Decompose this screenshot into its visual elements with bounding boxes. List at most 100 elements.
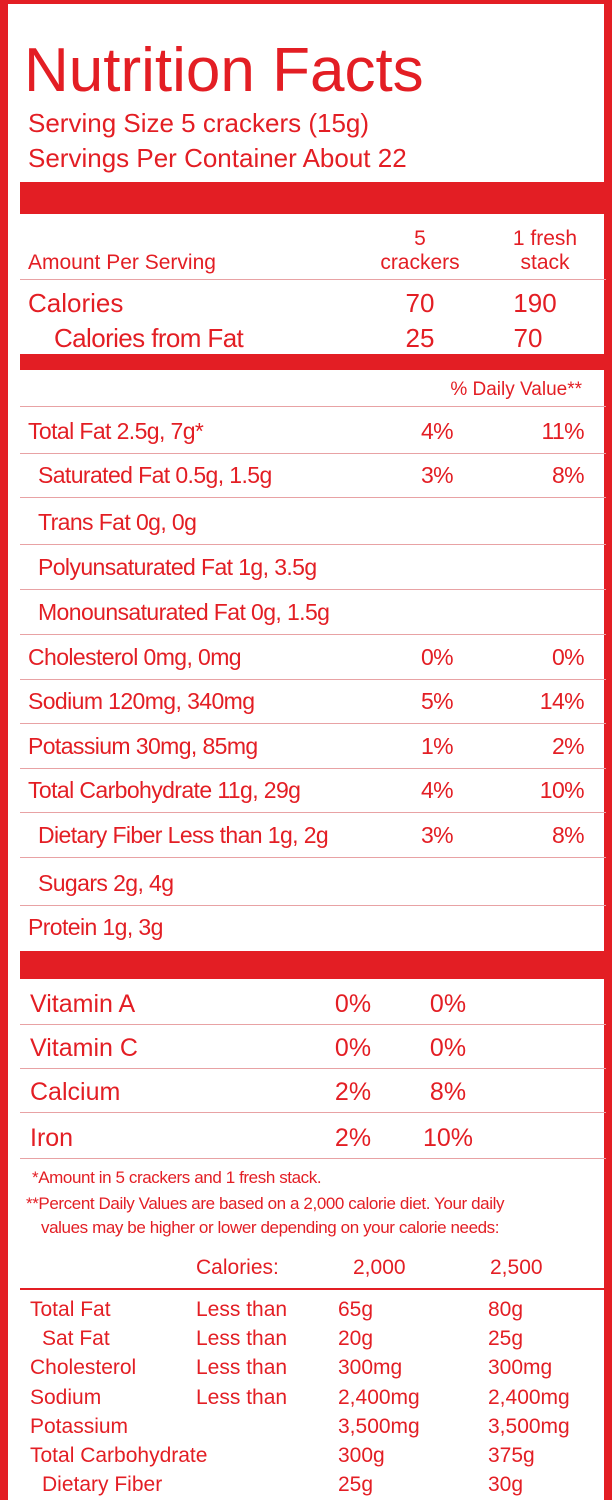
dv-row-2000: 3,500mg: [338, 1415, 420, 1438]
dv-calories-2000: 2,000: [353, 1256, 406, 1279]
dv-row-label: Sat Fat: [42, 1327, 110, 1350]
dv-row-label: Total Fat: [30, 1298, 111, 1321]
nutrient-row-rule: [20, 453, 606, 454]
dv-row-2500: 80g: [488, 1298, 524, 1321]
dv-row-2500: 300mg: [488, 1356, 553, 1379]
nutrient-row-rule: [20, 768, 606, 769]
vitamin-dv-col2: 10%: [422, 1124, 474, 1152]
dv-row-label: Potassium: [30, 1415, 129, 1438]
nutrient-row-rule: [20, 905, 606, 906]
nutrient-dv-col1: 5%: [420, 688, 454, 714]
vitamin-row-rule: [20, 1112, 606, 1113]
vitamin-row-rule: [20, 1024, 606, 1025]
nutrient-dv-col2: 2%: [551, 733, 585, 759]
dv-row-2500: 3,500mg: [488, 1415, 570, 1438]
vitamin-dv-col2: 0%: [429, 990, 467, 1018]
nutrient-label: Sodium 120mg, 340mg: [28, 688, 255, 714]
col2-header-line1: 1 fresh: [512, 227, 578, 250]
nutrient-dv-col1: 4%: [420, 777, 454, 803]
serving-size: Serving Size 5 crackers (15g): [28, 108, 370, 138]
dv-calories-2500: 2,500: [490, 1256, 543, 1279]
label-title: Nutrition Facts: [24, 36, 424, 105]
dv-row-2000: 20g: [338, 1327, 374, 1350]
vitamin-label: Vitamin C: [30, 1034, 138, 1062]
vitamin-label: Iron: [30, 1124, 74, 1152]
vitamin-row-rule: [20, 1158, 606, 1159]
calories-label: Calories: [28, 288, 124, 318]
nutrient-dv-col2: 10%: [539, 777, 585, 803]
dv-row-label: Total Carbohydrate: [30, 1444, 208, 1467]
dv-row-2000: 25g: [338, 1473, 374, 1496]
servings-per-container: Servings Per Container About 22: [28, 143, 407, 173]
nutrient-label: Trans Fat 0g, 0g: [38, 509, 197, 535]
nutrient-label: Total Fat 2.5g, 7g*: [28, 418, 204, 444]
dv-row-2000: 300g: [338, 1444, 385, 1467]
vitamin-dv-col1: 2%: [334, 1078, 372, 1106]
dv-row-2500: 375g: [488, 1444, 535, 1467]
dv-row-2000: 300mg: [338, 1356, 403, 1379]
nutrient-label: Protein 1g, 3g: [28, 914, 163, 940]
nutrient-row-rule: [20, 679, 606, 680]
daily-value-header: % Daily Value**: [450, 379, 582, 400]
nutrient-row-rule: [20, 589, 606, 590]
amount-per-serving: Amount Per Serving: [28, 251, 216, 274]
dv-row-2000: 65g: [338, 1298, 374, 1321]
calories-col2: 190: [513, 288, 557, 318]
dv-row-label: Cholesterol: [30, 1356, 137, 1379]
nutrient-dv-col2: 11%: [541, 418, 584, 444]
nutrient-dv-col1: 1%: [420, 733, 454, 759]
dv-row-qualifier: Less than: [196, 1386, 288, 1409]
nutrient-dv-col2: 0%: [551, 644, 585, 670]
vitamin-dv-col1: 0%: [334, 1034, 372, 1062]
col1-header-line1: 5: [414, 227, 426, 250]
nutrient-label: Monounsaturated Fat 0g, 1.5g: [38, 599, 330, 625]
vitamin-row-rule: [20, 1068, 606, 1069]
vitamin-dv-col2: 8%: [429, 1078, 467, 1106]
calories-col1: 70: [405, 288, 435, 318]
nutrient-row-rule: [20, 634, 606, 635]
nutrient-label: Dietary Fiber Less than 1g, 2g: [38, 822, 329, 848]
nutrient-row-rule: [20, 812, 606, 813]
dv-row-label: Sodium: [30, 1386, 102, 1409]
nutrient-row-rule: [20, 497, 606, 498]
nutrient-dv-col1: 3%: [420, 462, 454, 488]
nutrient-dv-col2: 14%: [539, 688, 585, 714]
footnote-dv-line2: values may be higher or lower depending …: [41, 1218, 500, 1237]
nutrient-label: Sugars 2g, 4g: [38, 870, 174, 896]
dv-row-qualifier: Less than: [196, 1298, 288, 1321]
header-rule: [20, 279, 606, 280]
nutrient-dv-col1: 3%: [420, 822, 454, 848]
dv-header-rule: [20, 406, 606, 407]
dv-row-qualifier: Less than: [196, 1356, 288, 1379]
calories-from-fat-col2: 70: [513, 323, 543, 353]
footnote-amount: *Amount in 5 crackers and 1 fresh stack.: [32, 1168, 322, 1187]
dv-row-qualifier: Less than: [196, 1327, 288, 1350]
dv-calories-label: Calories:: [196, 1256, 279, 1279]
vitamin-dv-col1: 2%: [334, 1124, 372, 1152]
nutrient-label: Total Carbohydrate 11g, 29g: [28, 777, 301, 803]
nutrient-label: Potassium 30mg, 85mg: [28, 733, 258, 759]
thick-divider-top: [20, 182, 606, 214]
vitamin-label: Vitamin A: [30, 990, 136, 1018]
thick-divider-vitamins: [20, 951, 606, 979]
nutrient-row-rule: [20, 544, 606, 545]
col1-header-line2: crackers: [380, 251, 460, 274]
nutrient-dv-col2: 8%: [551, 462, 585, 488]
nutrient-label: Saturated Fat 0.5g, 1.5g: [38, 462, 272, 488]
calories-from-fat-label: Calories from Fat: [54, 323, 244, 353]
medium-divider: [20, 354, 606, 370]
vitamin-label: Calcium: [30, 1078, 121, 1106]
dv-row-label: Dietary Fiber: [42, 1473, 163, 1496]
col2-header-line2: stack: [520, 251, 570, 274]
dv-table-rule: [20, 1288, 606, 1290]
nutrient-dv-col1: 0%: [420, 644, 454, 670]
nutrient-row-rule: [20, 857, 606, 858]
footnote-dv-line1: **Percent Daily Values are based on a 2,…: [26, 1194, 505, 1213]
vitamin-dv-col2: 0%: [429, 1034, 467, 1062]
nutrient-dv-col2: 8%: [551, 822, 585, 848]
dv-row-2500: 30g: [488, 1473, 524, 1496]
nutrient-dv-col1: 4%: [420, 418, 454, 444]
dv-row-2500: 25g: [488, 1327, 524, 1350]
nutrient-row-rule: [20, 723, 606, 724]
